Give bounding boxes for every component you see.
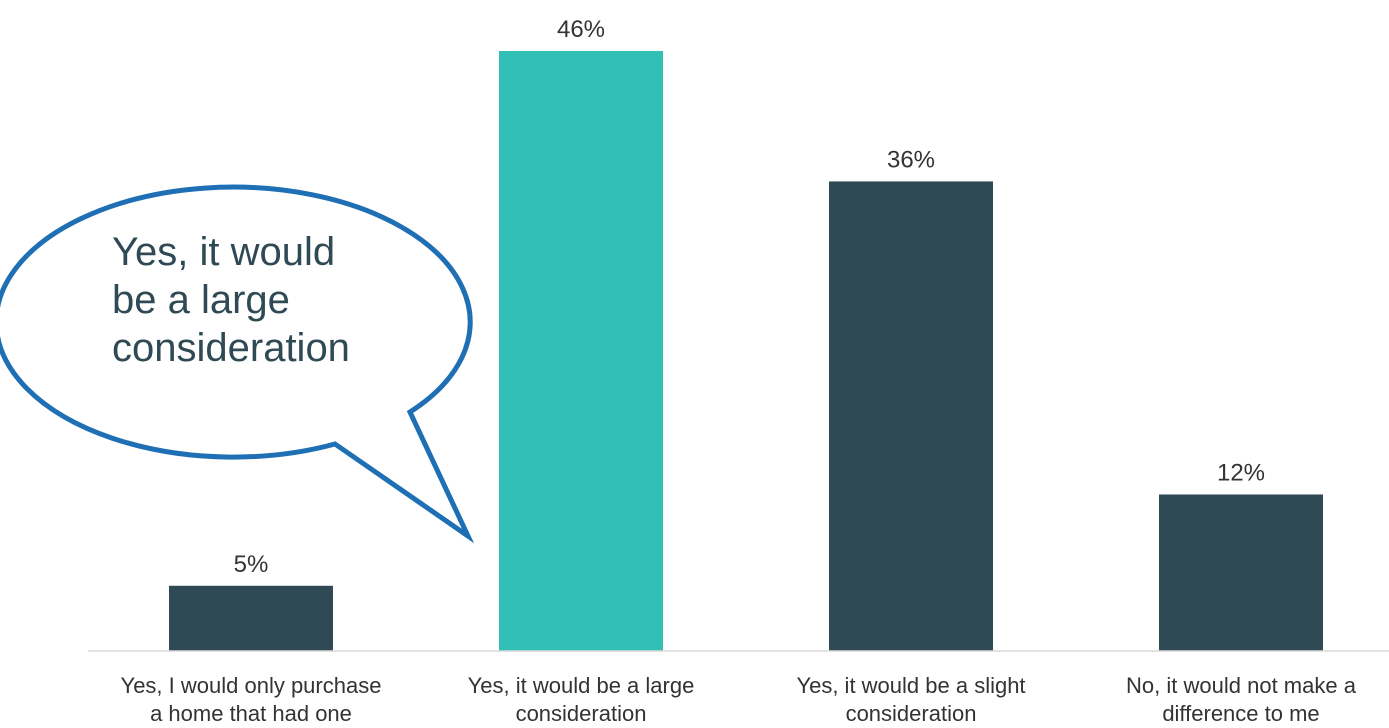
bar bbox=[499, 51, 663, 651]
bars-layer bbox=[169, 51, 1323, 651]
bar bbox=[829, 181, 993, 651]
category-label: Yes, it would be a large consideration bbox=[467, 673, 695, 726]
bar-value-label: 5% bbox=[234, 551, 269, 578]
bar-value-label: 46% bbox=[557, 16, 605, 43]
category-label: No, it would not make a difference to me bbox=[1126, 673, 1356, 726]
speech-bubble-callout bbox=[0, 184, 475, 544]
value-labels-layer: 5% 46% 36% 12% bbox=[234, 16, 1265, 578]
category-label: Yes, I would only purchase a home that h… bbox=[120, 673, 382, 726]
callout-text: Yes, it would be a large consideration bbox=[112, 228, 452, 372]
bar-value-label: 12% bbox=[1217, 459, 1265, 486]
category-label: Yes, it would be a slight consideration bbox=[796, 673, 1026, 726]
bar bbox=[169, 585, 333, 651]
bar bbox=[1159, 494, 1323, 651]
callout-line: Yes, it would bbox=[112, 230, 336, 274]
callout-line: be a large bbox=[112, 278, 290, 322]
callout-line: consideration bbox=[112, 326, 350, 370]
bar-value-label: 36% bbox=[887, 146, 935, 173]
